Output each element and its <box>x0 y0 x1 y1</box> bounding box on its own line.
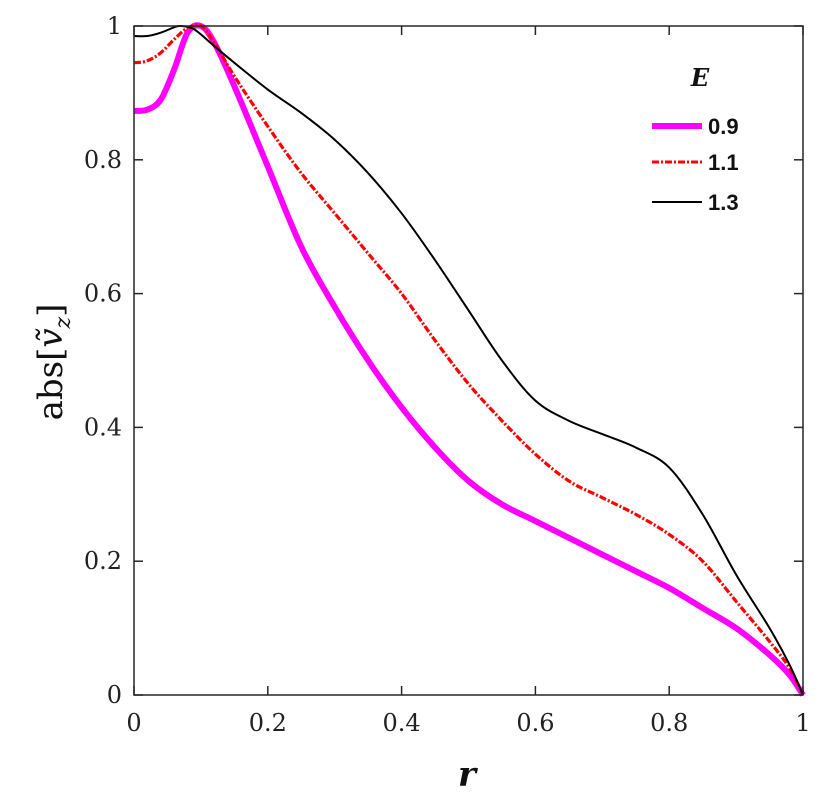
plot-frame <box>133 25 804 696</box>
y-axis-label-var: ṽ <box>31 328 71 348</box>
y-tick-label: 0 <box>107 681 122 709</box>
y-axis-label-sub: z <box>51 316 76 329</box>
x-tick-label: 0 <box>126 709 141 737</box>
x-tick-label: 0.2 <box>249 709 287 737</box>
svg-text:abs[ṽz]: abs[ṽz] <box>31 304 76 421</box>
y-axis-label-close: ] <box>31 304 71 317</box>
series-line-1.1 <box>133 23 805 696</box>
legend-label-1.1: 1.1 <box>708 150 739 175</box>
series-line-0.9 <box>133 22 806 697</box>
x-tick-label: 0.8 <box>650 709 688 737</box>
y-tick-label: 0.6 <box>84 280 122 308</box>
y-axis-label-main: abs[ <box>31 348 71 421</box>
labels-layer: 0 0.2 0.4 0.6 0.8 1 0 0.2 0.4 0.6 0.8 1 <box>84 12 811 737</box>
y-tick-label: 0.2 <box>84 547 122 575</box>
x-tick-label: 0.4 <box>383 709 421 737</box>
legend: E 0.9 1.1 1.3 <box>652 63 739 215</box>
legend-label-0.9: 0.9 <box>708 114 739 139</box>
y-tick-label: 0.8 <box>84 146 122 174</box>
y-tick-label: 1 <box>107 12 122 40</box>
y-tick-label: 0.4 <box>84 413 122 441</box>
ticks-layer <box>133 25 804 696</box>
legend-title: E <box>690 63 710 92</box>
series-layer <box>133 22 806 697</box>
series-line-1.3 <box>133 24 804 696</box>
y-axis-label: abs[ṽz] <box>31 304 76 421</box>
legend-label-1.3: 1.3 <box>708 190 739 215</box>
x-tick-label: 1 <box>795 709 810 737</box>
x-axis-label: r <box>458 755 478 792</box>
x-tick-label: 0.6 <box>516 709 554 737</box>
